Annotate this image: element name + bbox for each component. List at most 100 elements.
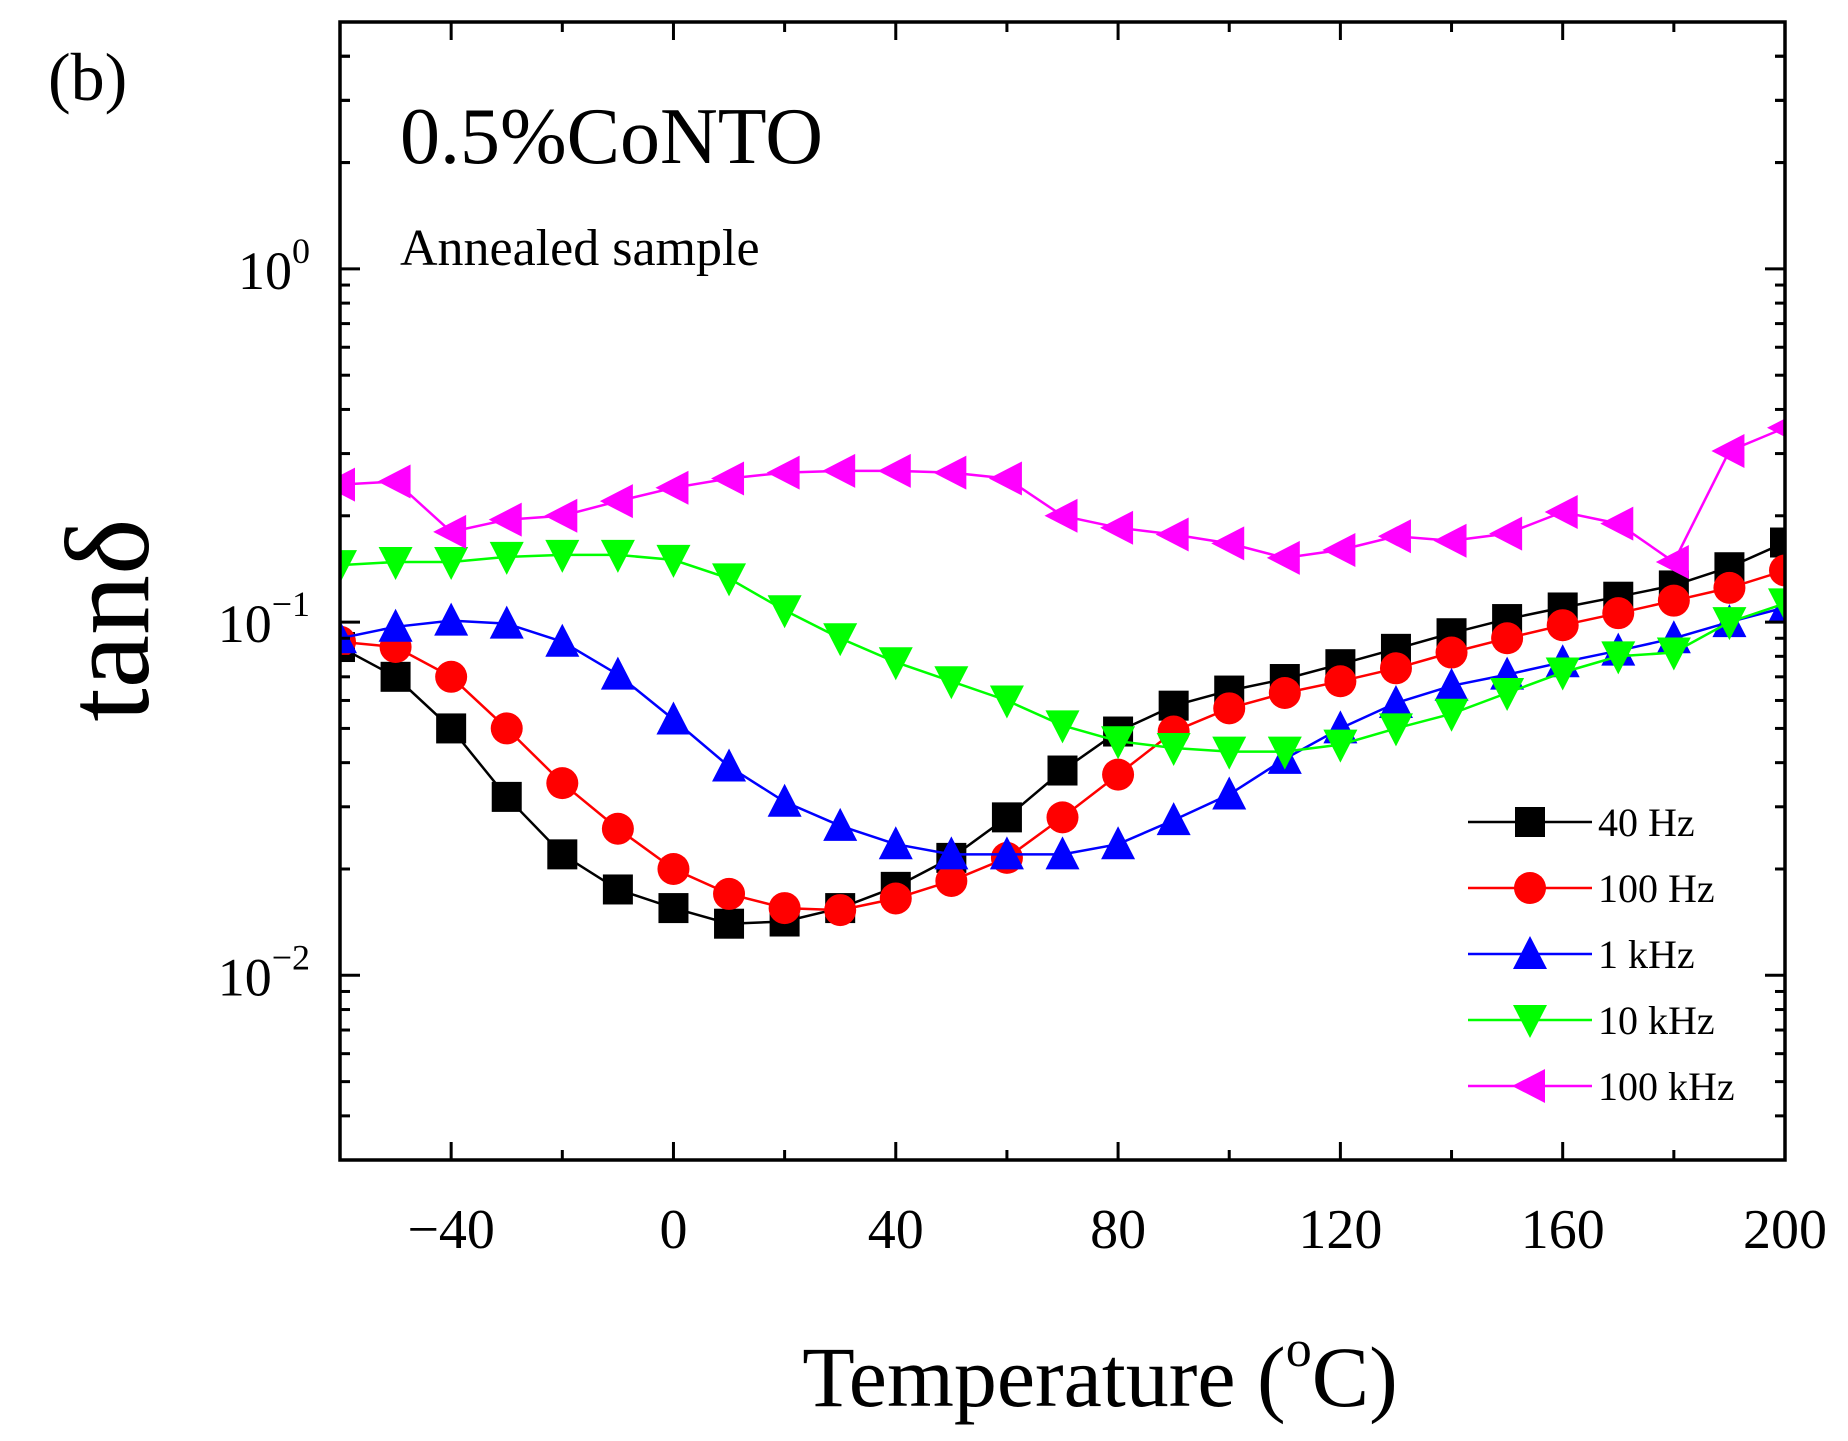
data-point bbox=[1768, 588, 1785, 622]
data-point bbox=[1767, 418, 1785, 438]
data-point bbox=[655, 470, 689, 505]
data-point bbox=[1101, 726, 1136, 760]
data-point bbox=[1491, 622, 1524, 655]
legend-marker bbox=[1513, 936, 1547, 969]
data-point bbox=[1544, 494, 1578, 529]
data-point bbox=[1267, 736, 1302, 770]
legend-label: 100 Hz bbox=[1598, 866, 1715, 911]
series-100-khz bbox=[340, 418, 1785, 579]
data-point bbox=[988, 461, 1022, 496]
data-point bbox=[601, 812, 634, 845]
plot-frame bbox=[338, 20, 1787, 1162]
data-point bbox=[1322, 533, 1356, 568]
data-point bbox=[600, 656, 635, 690]
data-point bbox=[712, 748, 747, 782]
data-point bbox=[599, 484, 633, 519]
data-point bbox=[545, 539, 580, 573]
data-point bbox=[1711, 434, 1745, 469]
data-point bbox=[933, 455, 967, 490]
x-tick-label: −40 bbox=[407, 1199, 495, 1261]
data-point bbox=[433, 514, 467, 549]
x-tick-label: 0 bbox=[659, 1199, 687, 1261]
data-point bbox=[1212, 736, 1247, 770]
legend-item: 10 kHz bbox=[1468, 998, 1715, 1043]
data-point bbox=[490, 712, 523, 745]
series-100-hz bbox=[340, 554, 1785, 927]
data-point bbox=[934, 836, 969, 870]
data-point bbox=[1324, 665, 1357, 698]
data-point bbox=[1379, 652, 1412, 685]
data-point bbox=[711, 461, 745, 496]
legend-marker bbox=[1513, 1005, 1547, 1038]
data-point bbox=[1434, 698, 1469, 732]
data-point bbox=[824, 894, 857, 927]
chart-title: 0.5%CoNTO bbox=[400, 93, 823, 181]
data-point bbox=[822, 453, 856, 488]
data-point bbox=[1323, 729, 1358, 763]
x-axis-title: Temperature (oC) bbox=[802, 1321, 1397, 1425]
legend-label: 40 Hz bbox=[1598, 800, 1695, 845]
legend-item: 1 kHz bbox=[1468, 932, 1695, 977]
data-point bbox=[377, 464, 411, 499]
data-point bbox=[546, 767, 579, 800]
legend-label: 1 kHz bbox=[1598, 932, 1695, 977]
chart-subtitle: Annealed sample bbox=[400, 220, 760, 277]
data-point bbox=[436, 713, 467, 744]
legend-marker bbox=[1512, 1069, 1545, 1103]
data-point bbox=[1044, 498, 1078, 533]
data-point bbox=[1268, 676, 1301, 709]
data-point bbox=[823, 807, 858, 841]
data-point bbox=[767, 595, 802, 629]
data-point bbox=[712, 563, 747, 597]
data-point bbox=[602, 874, 633, 905]
x-tick-label: 120 bbox=[1298, 1199, 1382, 1261]
legend-item: 100 Hz bbox=[1468, 866, 1715, 911]
data-point bbox=[491, 781, 522, 812]
data-point bbox=[934, 666, 969, 700]
data-point bbox=[340, 550, 357, 584]
data-point bbox=[1435, 636, 1468, 669]
x-axis-title-unit: C) bbox=[1312, 1329, 1398, 1425]
legend-item: 40 Hz bbox=[1468, 800, 1695, 845]
data-point bbox=[378, 608, 413, 642]
series-10-khz bbox=[340, 539, 1785, 770]
data-point bbox=[1434, 667, 1469, 701]
data-point bbox=[1155, 517, 1189, 552]
data-point bbox=[935, 864, 968, 897]
data-point bbox=[879, 882, 912, 915]
data-point bbox=[1769, 554, 1785, 587]
legend-label: 10 kHz bbox=[1598, 998, 1715, 1043]
data-point bbox=[1156, 733, 1191, 767]
data-point bbox=[767, 783, 802, 817]
data-point bbox=[766, 455, 800, 490]
data-point bbox=[878, 826, 913, 860]
data-point bbox=[1490, 677, 1525, 711]
data-point bbox=[768, 892, 801, 925]
x-tick-label: 80 bbox=[1090, 1199, 1146, 1261]
data-point bbox=[1102, 758, 1135, 791]
data-point bbox=[991, 802, 1022, 833]
data-point bbox=[1046, 801, 1079, 834]
data-point bbox=[656, 544, 691, 578]
y-axis-title-text: tan bbox=[41, 575, 174, 722]
panel-label: (b) bbox=[48, 39, 127, 115]
data-point bbox=[1213, 692, 1246, 725]
data-point bbox=[1656, 637, 1691, 671]
y-tick-label: 100 bbox=[238, 231, 310, 301]
data-point bbox=[1266, 540, 1300, 575]
y-tick-label: 10−1 bbox=[218, 584, 310, 654]
series-layer bbox=[340, 418, 1785, 939]
data-point bbox=[1211, 526, 1245, 561]
data-point bbox=[714, 908, 745, 939]
data-point bbox=[1489, 516, 1523, 551]
y-axis-title-symbol: δ bbox=[41, 518, 174, 575]
data-point bbox=[1712, 607, 1747, 641]
data-point bbox=[877, 453, 911, 488]
data-point bbox=[1545, 657, 1580, 691]
y-axis-title: tanδ bbox=[41, 518, 174, 721]
data-point bbox=[657, 852, 690, 885]
data-point bbox=[378, 546, 413, 580]
data-point bbox=[713, 877, 746, 910]
legend-marker bbox=[1514, 872, 1546, 904]
